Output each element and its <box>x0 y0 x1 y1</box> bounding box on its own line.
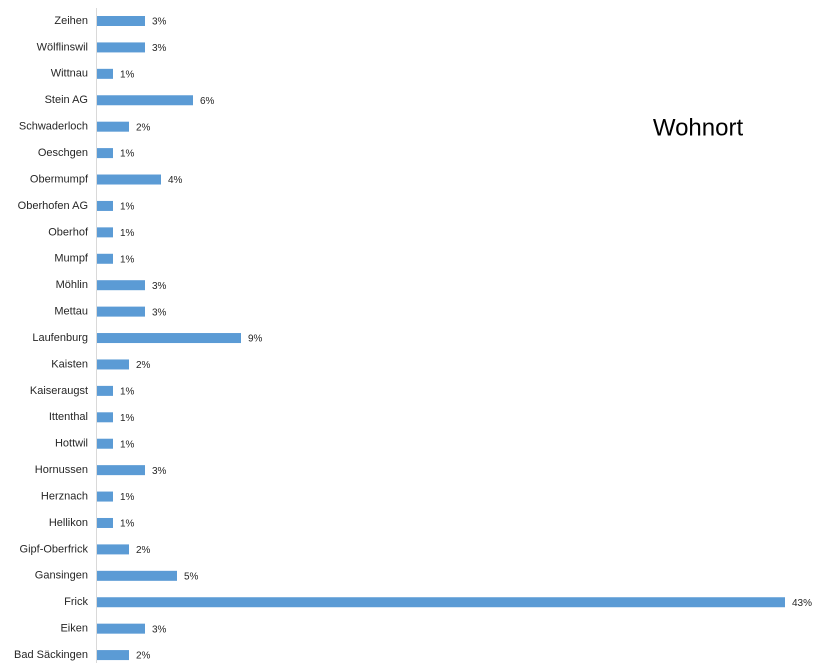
data-label: 2% <box>136 545 151 556</box>
bar <box>97 306 145 317</box>
data-label: 3% <box>152 466 167 477</box>
bar <box>97 465 145 476</box>
category-label: Hellikon <box>49 517 88 529</box>
bar <box>97 253 113 264</box>
bar <box>97 623 145 634</box>
data-label: 1% <box>120 387 135 398</box>
category-label: Mumpf <box>54 253 89 265</box>
data-label: 3% <box>152 307 167 318</box>
data-label: 2% <box>136 122 151 133</box>
category-label: Laufenburg <box>32 332 88 344</box>
category-label: Kaisten <box>51 358 88 370</box>
category-label: Oeschgen <box>38 147 88 159</box>
category-label: Hottwil <box>55 438 88 450</box>
category-label: Bad Säckingen <box>14 649 88 661</box>
bar <box>97 200 113 211</box>
bar <box>97 650 129 661</box>
data-label: 3% <box>152 17 167 28</box>
data-label: 1% <box>120 519 135 530</box>
category-label: Obermumpf <box>30 173 89 185</box>
data-label: 5% <box>184 571 199 582</box>
bar <box>97 597 785 608</box>
bar <box>97 148 113 159</box>
category-label: Stein AG <box>45 94 88 106</box>
bar <box>97 227 113 238</box>
bar <box>97 95 193 106</box>
category-label: Gansingen <box>35 570 88 582</box>
bar <box>97 333 241 344</box>
bar <box>97 438 113 449</box>
category-label: Mettau <box>54 306 88 318</box>
data-label: 2% <box>136 651 151 662</box>
category-label: Eiken <box>60 623 88 635</box>
data-label: 3% <box>152 43 167 54</box>
category-label: Zeihen <box>54 15 88 27</box>
bar <box>97 280 145 291</box>
bar <box>97 412 113 423</box>
bar <box>97 174 161 185</box>
data-label: 1% <box>120 69 135 80</box>
data-label: 3% <box>152 281 167 292</box>
data-label: 1% <box>120 202 135 213</box>
bar <box>97 544 129 555</box>
data-label: 9% <box>248 334 263 345</box>
data-label: 1% <box>120 439 135 450</box>
data-label: 1% <box>120 149 135 160</box>
data-label: 6% <box>200 96 215 107</box>
category-label: Frick <box>64 596 88 608</box>
bar <box>97 16 145 26</box>
category-label: Herznach <box>41 490 88 502</box>
category-label: Wittnau <box>51 68 88 80</box>
bar <box>97 517 113 528</box>
bar <box>97 570 177 581</box>
category-label: Möhlin <box>56 279 88 291</box>
category-label: Oberhof <box>48 226 89 238</box>
bar <box>97 491 113 502</box>
data-label: 3% <box>152 624 167 635</box>
data-label: 1% <box>120 254 135 265</box>
data-label: 1% <box>120 413 135 424</box>
data-label: 4% <box>168 175 183 186</box>
bar <box>97 121 129 132</box>
category-label: Schwaderloch <box>19 121 88 133</box>
category-label: Wölflinswil <box>37 41 88 53</box>
chart-title: Wohnort <box>653 114 744 141</box>
bar <box>97 359 129 370</box>
category-label: Hornussen <box>35 464 88 476</box>
data-label: 1% <box>120 228 135 239</box>
category-label: Ittenthal <box>49 411 88 423</box>
data-label: 43% <box>792 598 812 609</box>
data-label: 2% <box>136 360 151 371</box>
bar <box>97 385 113 396</box>
category-label: Kaiseraugst <box>30 385 88 397</box>
category-label: Oberhofen AG <box>18 200 88 212</box>
bar <box>97 68 113 79</box>
bar <box>97 42 145 53</box>
data-label: 1% <box>120 492 135 503</box>
category-label: Gipf-Oberfrick <box>20 543 89 555</box>
